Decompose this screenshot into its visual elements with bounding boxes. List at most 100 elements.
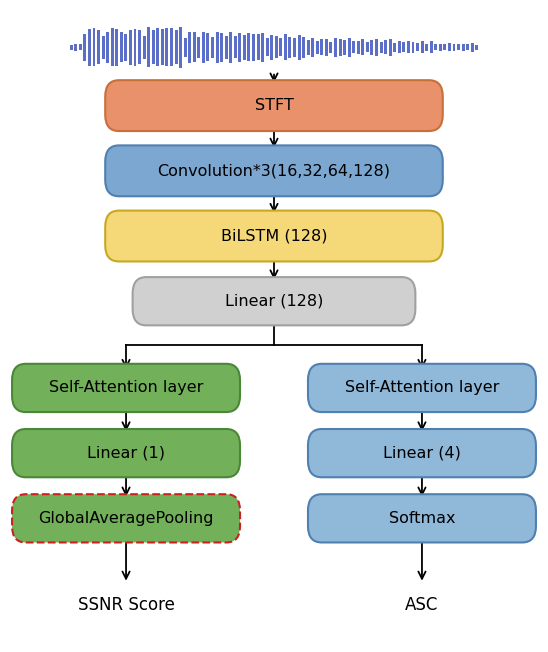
Text: Softmax: Softmax xyxy=(389,511,455,526)
Bar xyxy=(225,36,227,59)
Bar xyxy=(425,44,428,51)
Bar xyxy=(211,37,214,58)
Bar xyxy=(357,40,359,54)
Bar xyxy=(238,33,241,62)
Bar xyxy=(202,32,205,63)
Bar xyxy=(120,33,123,62)
Bar xyxy=(252,34,255,61)
Bar xyxy=(384,40,387,54)
Bar xyxy=(412,42,414,53)
Bar xyxy=(439,44,442,51)
Bar xyxy=(248,33,250,61)
Bar xyxy=(234,36,237,59)
Bar xyxy=(175,30,178,65)
Bar xyxy=(389,39,392,55)
Bar xyxy=(179,27,182,68)
Text: ASC: ASC xyxy=(406,596,438,614)
Text: Linear (128): Linear (128) xyxy=(225,293,323,309)
Bar xyxy=(457,44,460,50)
Bar xyxy=(261,33,264,62)
Bar xyxy=(88,29,91,65)
Bar xyxy=(275,36,278,59)
FancyBboxPatch shape xyxy=(12,494,240,542)
Bar xyxy=(321,40,323,55)
Bar xyxy=(316,40,319,54)
FancyBboxPatch shape xyxy=(12,429,240,477)
Bar xyxy=(134,29,136,66)
Bar xyxy=(147,27,150,67)
Bar xyxy=(266,38,269,56)
Text: BiLSTM (128): BiLSTM (128) xyxy=(221,228,327,244)
Bar xyxy=(102,35,105,59)
Text: Convolution*3(16,32,64,128): Convolution*3(16,32,64,128) xyxy=(157,163,391,179)
Bar xyxy=(189,32,191,63)
FancyBboxPatch shape xyxy=(308,494,536,542)
Bar xyxy=(197,37,200,58)
Bar xyxy=(466,44,469,50)
Bar xyxy=(75,44,77,51)
Bar xyxy=(471,43,473,52)
Bar xyxy=(284,34,287,61)
Bar xyxy=(215,32,219,63)
Bar xyxy=(170,29,173,66)
Bar xyxy=(193,33,196,62)
Text: Linear (4): Linear (4) xyxy=(383,445,461,461)
Bar xyxy=(339,39,341,55)
Bar xyxy=(302,37,305,58)
Bar xyxy=(93,28,95,67)
Bar xyxy=(270,35,273,60)
Text: Self-Attention layer: Self-Attention layer xyxy=(345,380,499,396)
Text: Linear (1): Linear (1) xyxy=(87,445,165,461)
Bar xyxy=(475,45,478,50)
FancyBboxPatch shape xyxy=(308,364,536,412)
Bar xyxy=(430,41,433,53)
Bar xyxy=(129,30,132,65)
Bar xyxy=(416,43,419,52)
FancyBboxPatch shape xyxy=(105,211,443,261)
Bar xyxy=(366,42,369,52)
Bar xyxy=(156,29,159,66)
Bar xyxy=(311,38,314,57)
Bar xyxy=(325,38,328,56)
Text: SSNR Score: SSNR Score xyxy=(78,596,174,614)
Bar xyxy=(83,34,87,61)
Bar xyxy=(220,33,223,62)
Bar xyxy=(370,40,373,55)
Bar xyxy=(453,44,455,51)
Bar xyxy=(115,29,118,66)
Bar xyxy=(434,44,437,50)
Bar xyxy=(138,30,141,65)
Text: GlobalAveragePooling: GlobalAveragePooling xyxy=(38,511,214,526)
Bar xyxy=(70,44,73,50)
Bar xyxy=(124,33,127,61)
Bar xyxy=(279,38,282,56)
Bar xyxy=(343,40,346,55)
Bar xyxy=(293,38,296,57)
Bar xyxy=(361,39,364,55)
FancyBboxPatch shape xyxy=(12,364,240,412)
Bar xyxy=(348,38,351,57)
Bar xyxy=(142,36,146,59)
Bar xyxy=(79,44,82,50)
Bar xyxy=(207,33,209,61)
Bar xyxy=(97,31,100,64)
Bar xyxy=(443,44,446,50)
Bar xyxy=(256,34,260,61)
Bar xyxy=(307,40,310,55)
Bar xyxy=(298,35,300,60)
Bar xyxy=(329,42,333,53)
Bar xyxy=(111,29,114,66)
Bar xyxy=(402,42,406,52)
Bar xyxy=(165,28,168,67)
Text: STFT: STFT xyxy=(255,98,293,113)
Bar xyxy=(106,31,109,63)
Bar xyxy=(398,42,401,53)
Bar xyxy=(448,44,451,51)
Bar xyxy=(375,38,378,56)
Bar xyxy=(243,35,246,59)
Bar xyxy=(152,30,155,65)
Bar xyxy=(352,41,355,53)
Bar xyxy=(184,38,187,57)
Bar xyxy=(407,42,410,53)
Bar xyxy=(161,29,164,65)
